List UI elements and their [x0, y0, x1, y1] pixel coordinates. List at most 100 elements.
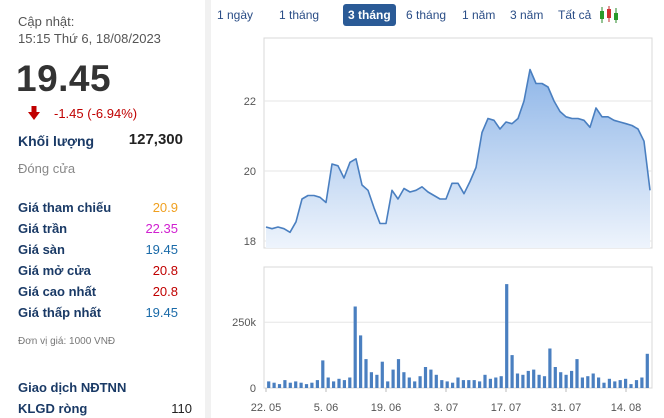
volume-bar: [326, 377, 330, 388]
volume-bar: [429, 369, 433, 388]
volume-bar: [634, 380, 639, 388]
row-label: Giá thấp nhất: [18, 305, 102, 320]
row-label: Giá mở cửa: [18, 263, 91, 278]
volume-bar: [353, 306, 357, 388]
price-tick-label: 22: [244, 96, 256, 108]
volume-tick-label: 0: [250, 383, 256, 395]
range-1-month[interactable]: 1 tháng: [279, 8, 320, 22]
x-tick-label: 5. 06: [314, 402, 338, 414]
volume-bar: [607, 378, 611, 388]
net-volume-row: KLGD ròng 110: [18, 401, 192, 418]
x-tick-label: 3. 07: [434, 402, 458, 414]
price-tick-label: 18: [244, 236, 256, 248]
x-axis: 22. 05 5. 06 19. 06 3. 07 17. 07 31. 07 14. 08: [251, 388, 642, 414]
volume-bar: [434, 374, 438, 388]
volume-bar: [348, 377, 352, 388]
volume-bar: [570, 370, 574, 388]
volume-bar: [505, 284, 509, 388]
volume-bar: [304, 384, 309, 388]
volume-bar: [386, 381, 390, 388]
ceiling-price-row: Giá trần 22.35: [18, 221, 178, 239]
volume-bar: [456, 377, 460, 388]
volume-bar: [364, 359, 368, 388]
foreign-trading-label: Giao dịch NĐTNN: [18, 380, 127, 395]
volume-bar: [597, 377, 601, 388]
volume-bar: [640, 377, 644, 388]
volume-panel: 0 250k: [232, 266, 653, 395]
volume-bar: [532, 369, 536, 388]
volume-bar: [294, 381, 298, 388]
volume-bar: [499, 376, 503, 388]
row-label: Giá sàn: [18, 242, 65, 257]
volume-bar: [526, 370, 530, 388]
volume-bar: [629, 384, 633, 388]
volume-bar: [624, 378, 628, 388]
net-volume-label: KLGD ròng: [18, 401, 88, 416]
volume-bar: [483, 374, 487, 388]
open-price-row: Giá mở cửa 20.8: [18, 263, 178, 281]
row-value: 19.45: [145, 242, 178, 257]
volume-bar: [467, 380, 471, 388]
range-all[interactable]: Tất cả: [558, 8, 592, 22]
high-price-row: Giá cao nhất 20.8: [18, 284, 178, 302]
row-label: Giá cao nhất: [18, 284, 97, 299]
row-label: Giá trần: [18, 221, 68, 236]
volume-bar: [618, 380, 622, 388]
volume-bar: [564, 374, 568, 388]
price-tick-label: 20: [244, 166, 256, 178]
unit-note: Đơn vị giá: 1000 VNĐ: [18, 336, 116, 347]
x-tick-label: 14. 08: [611, 402, 642, 414]
row-label: Giá tham chiếu: [18, 200, 112, 215]
volume-bar: [559, 372, 563, 388]
volume-bar: [645, 353, 649, 388]
volume-bar: [321, 360, 325, 388]
range-6-months[interactable]: 6 tháng: [406, 8, 447, 22]
volume-bar: [553, 367, 557, 388]
x-tick-label: 31. 07: [551, 402, 582, 414]
volume-bar: [407, 377, 411, 388]
row-value: 20.9: [152, 200, 178, 215]
volume-tick-label: 250k: [232, 317, 256, 329]
volume-bar: [515, 373, 520, 388]
volume-label: Khối lượng: [18, 133, 95, 149]
volume-bar: [537, 374, 541, 388]
volume-bar: [369, 372, 373, 388]
arrow-down-icon: [28, 106, 40, 120]
volume-bar: [396, 359, 401, 388]
volume-bar: [440, 380, 444, 388]
x-tick-label: 22. 05: [251, 402, 282, 414]
price-panel: 18 20 22: [244, 37, 653, 249]
updated-label: Cập nhật:: [18, 14, 75, 29]
range-3-months[interactable]: 3 tháng: [343, 4, 396, 26]
reference-price-row: Giá tham chiếu 20.9: [18, 200, 178, 218]
volume-bar: [299, 382, 303, 388]
volume-bar: [337, 378, 341, 388]
range-1-year[interactable]: 1 năm: [462, 8, 496, 22]
volume-value: 127,300: [128, 131, 183, 148]
volume-bar: [613, 381, 617, 388]
candlestick-icon[interactable]: [598, 6, 620, 24]
volume-bar: [423, 367, 428, 388]
volume-bar: [575, 359, 579, 388]
volume-bar: [451, 382, 455, 388]
volume-bar: [418, 376, 422, 388]
volume-bar: [521, 374, 525, 388]
current-price: 19.45: [16, 58, 112, 99]
volume-bar: [380, 361, 384, 388]
volume-bar: [402, 372, 406, 388]
range-3-years[interactable]: 3 năm: [510, 8, 544, 22]
price-change: -1.45 (-6.94%): [54, 106, 138, 121]
range-1-day[interactable]: 1 ngày: [217, 8, 254, 22]
volume-bar: [591, 373, 595, 388]
volume-bar: [342, 380, 346, 388]
stock-info-panel: Cập nhật: 15:15 Thứ 6, 18/08/2023 19.45 …: [0, 0, 205, 418]
volume-bar: [586, 376, 590, 388]
net-volume-value: 110: [171, 401, 192, 416]
volume-bar: [359, 335, 363, 388]
updated-time: 15:15 Thứ 6, 18/08/2023: [18, 31, 161, 46]
close-label: Đóng cửa: [18, 161, 76, 176]
volume-bar: [277, 384, 282, 388]
price-area: [266, 69, 650, 248]
volume-bar: [315, 380, 319, 388]
volume-bar: [488, 378, 492, 388]
